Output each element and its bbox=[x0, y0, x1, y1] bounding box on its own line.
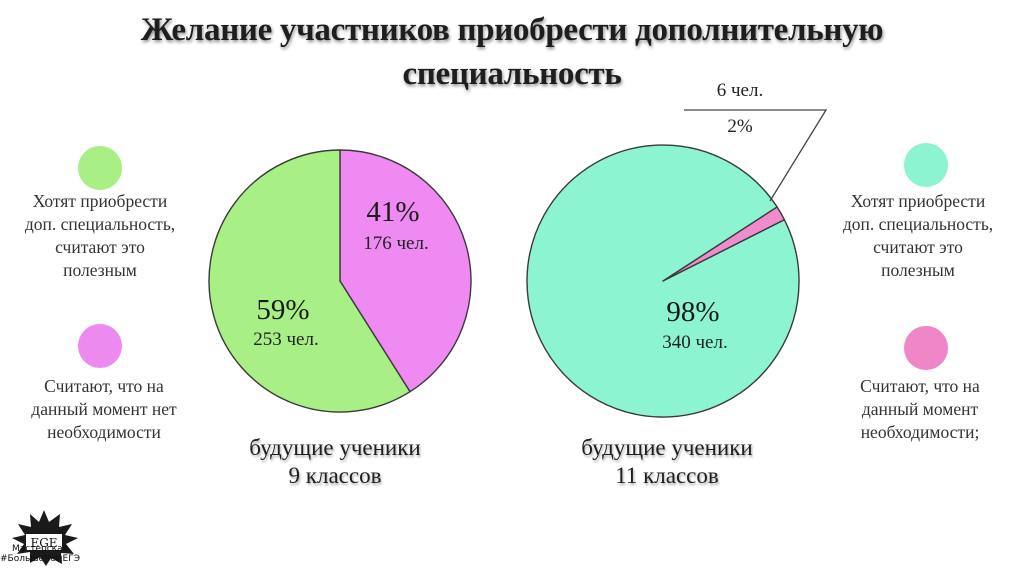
chart-title: Желание участников приобрести дополнител… bbox=[62, 8, 962, 96]
pie-title-line: 11 классов bbox=[615, 463, 719, 488]
slice-label-9-wants-percent: 59% bbox=[256, 294, 310, 326]
logo-caption: Мастерская #БольшеЧемЕГЭ bbox=[0, 544, 80, 564]
pie-chart-11-grade bbox=[526, 144, 800, 418]
callout-leader-line bbox=[684, 109, 828, 202]
legend-line: Считают, что на bbox=[44, 376, 164, 396]
slice-label-11-no-need-percent: 2% bbox=[727, 116, 753, 137]
logo-mark: EGE bbox=[30, 536, 57, 550]
pie-title-line: будущие ученики bbox=[581, 435, 753, 460]
pie-slice-9-no-need bbox=[339, 149, 472, 393]
legend-label-left-no-need: Считают, что на данный момент нет необхо… bbox=[0, 375, 208, 444]
legend-swatch-left-wants bbox=[78, 146, 122, 190]
legend-line: Хотят приобрести bbox=[32, 191, 168, 211]
legend-line: считают это bbox=[55, 237, 145, 257]
chart-title-line-1: Желание участников приобрести дополнител… bbox=[140, 12, 884, 48]
logo-caption-line: Мастерская bbox=[11, 544, 69, 554]
legend-line: данный момент нет bbox=[31, 399, 177, 419]
legend-label-right-wants: Хотят приобрести доп. специальность, счи… bbox=[812, 190, 1024, 282]
legend-label-right-no-need: Считают, что на данный момент необходимо… bbox=[820, 375, 1020, 444]
slice-label-9-no-need-percent: 41% bbox=[366, 196, 420, 228]
chart-title-line-2: специальность bbox=[402, 56, 622, 92]
pie-title-line: 9 классов bbox=[288, 463, 382, 488]
logo-caption-line: #БольшеЧемЕГЭ bbox=[0, 554, 81, 564]
pie-slice-9-wants bbox=[208, 149, 411, 413]
slice-label-11-wants-count: 340 чел. bbox=[662, 332, 728, 353]
pie-title-line: будущие ученики bbox=[249, 435, 421, 460]
legend-label-left-wants: Хотят приобрести доп. специальность, счи… bbox=[0, 190, 200, 282]
legend-line: доп. специальность, bbox=[842, 214, 994, 234]
legend-swatch-right-no-need bbox=[904, 326, 948, 370]
legend-line: необходимости bbox=[47, 422, 161, 442]
pie-chart-9-grade bbox=[208, 149, 472, 413]
legend-line: необходимости; bbox=[860, 422, 980, 442]
legend-line: считают это bbox=[873, 237, 963, 257]
legend-line: Хотят приобрести bbox=[850, 191, 986, 211]
legend-line: полезным bbox=[63, 260, 137, 280]
slice-label-9-no-need-count: 176 чел. bbox=[363, 233, 429, 254]
legend-line: Считают, что на bbox=[860, 376, 980, 396]
slice-label-11-wants-percent: 98% bbox=[666, 296, 720, 328]
pie-title-11-grade: будущие ученики 11 классов bbox=[507, 434, 827, 490]
pie-slice-11-wants bbox=[526, 144, 800, 418]
logo-icon: EGE bbox=[12, 510, 78, 566]
slice-label-9-wants-count: 253 чел. bbox=[253, 329, 319, 350]
slice-label-11-no-need-count: 6 чел. bbox=[716, 80, 764, 101]
legend-line: доп. специальность, bbox=[24, 214, 176, 234]
legend-swatch-right-wants bbox=[904, 143, 948, 187]
legend-line: полезным bbox=[881, 260, 955, 280]
pie-title-9-grade: будущие ученики 9 классов bbox=[175, 434, 495, 490]
legend-line: данный момент bbox=[861, 399, 979, 419]
legend-swatch-left-no-need bbox=[78, 324, 122, 368]
